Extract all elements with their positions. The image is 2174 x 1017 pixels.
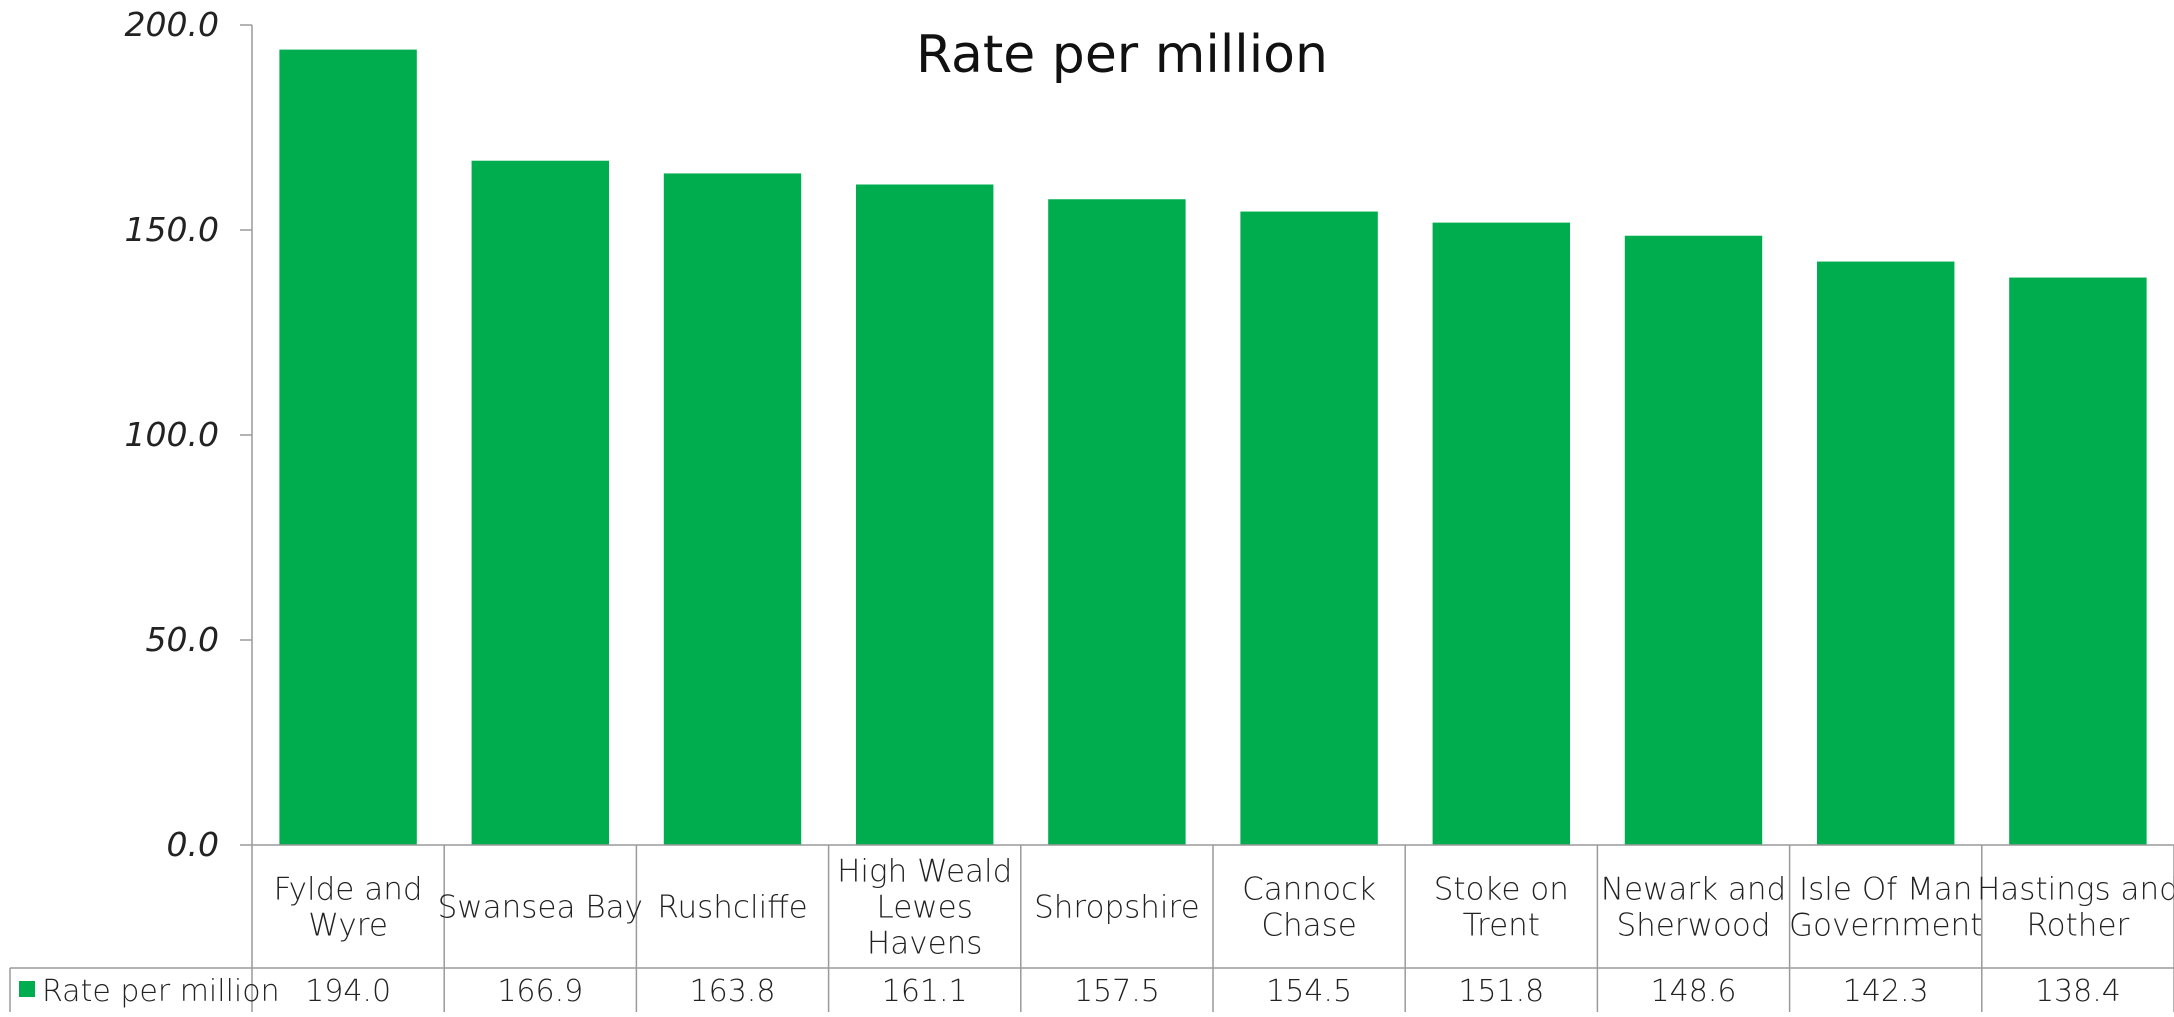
y-tick-label: 0.0 <box>167 825 219 864</box>
y-tick-label: 150.0 <box>125 210 219 249</box>
data-label: 148.6 <box>1651 974 1737 1009</box>
x-tick-label: Hastings and Rother <box>1977 872 2174 944</box>
data-label: 166.9 <box>497 974 583 1009</box>
data-label: 154.5 <box>1266 974 1352 1009</box>
x-tick-label-line: Hastings and <box>1977 872 2174 908</box>
data-table: Fylde and Wyre Swansea Bay Rushcliffe High W… <box>9 844 2174 1012</box>
legend-swatch <box>19 981 35 997</box>
data-label: 138.4 <box>2035 974 2121 1009</box>
bar <box>1432 222 1571 845</box>
x-tick-label-line: Chase <box>1261 908 1357 944</box>
bars <box>279 49 2147 846</box>
data-label: 161.1 <box>882 974 968 1009</box>
bar <box>279 49 417 846</box>
legend-label: Rate per million <box>42 974 280 1009</box>
bar <box>855 184 994 846</box>
x-tick-label-line: Rushcliffe <box>657 890 807 926</box>
x-tick-label: Newark and Sherwood <box>1601 872 1787 944</box>
x-tick-label-line: High Weald <box>837 854 1012 890</box>
data-label: 157.5 <box>1074 974 1160 1009</box>
x-tick-label-line: Newark and <box>1601 872 1787 908</box>
x-tick-label-line: Cannock <box>1242 872 1376 908</box>
data-label: 151.8 <box>1458 974 1544 1009</box>
x-tick-label-line: Trent <box>1463 908 1540 944</box>
x-tick-label: Stoke on Trent <box>1434 872 1569 944</box>
x-tick-label: Cannock Chase <box>1242 872 1376 944</box>
y-axis: 0.0 50.0 100.0 150.0 200.0 <box>125 5 253 864</box>
x-tick-label-line: Sherwood <box>1616 908 1770 944</box>
x-tick-label-line: Shropshire <box>1034 890 1200 926</box>
data-label: 142.3 <box>1843 974 1929 1009</box>
x-tick-label-line: Lewes <box>877 890 973 926</box>
bar <box>663 173 802 846</box>
bar <box>2009 277 2147 845</box>
x-tick-label-line: Swansea Bay <box>438 890 643 926</box>
x-tick-label: High Weald Lewes Havens <box>837 854 1012 962</box>
y-tick-label: 100.0 <box>125 415 219 454</box>
x-tick-label-line: Fylde and <box>274 872 423 908</box>
chart-title: Rate per million <box>916 25 1328 85</box>
data-label: 194.0 <box>305 974 391 1009</box>
x-tick-label-line: Isle Of Man <box>1799 872 1972 908</box>
x-tick-label-line: Havens <box>867 926 983 962</box>
x-tick-label-line: Wyre <box>308 908 388 944</box>
x-tick-label: Shropshire <box>1034 890 1200 926</box>
bar <box>1816 261 1955 845</box>
x-tick-label: Isle Of Man Government <box>1789 872 1982 944</box>
y-tick-label: 50.0 <box>146 620 219 659</box>
x-tick-label-line: Stoke on <box>1434 872 1569 908</box>
x-tick-label: Rushcliffe <box>657 890 807 926</box>
bar <box>1048 199 1186 845</box>
x-tick-label-line: Rother <box>2027 908 2130 944</box>
bar <box>1240 211 1378 846</box>
bar <box>1624 235 1763 846</box>
x-tick-label: Fylde and Wyre <box>274 872 423 944</box>
y-tick-label: 200.0 <box>125 5 219 44</box>
x-tick-label: Swansea Bay <box>438 890 643 926</box>
data-label: 163.8 <box>690 974 776 1009</box>
bar <box>471 160 610 845</box>
x-tick-label-line: Government <box>1789 908 1982 944</box>
